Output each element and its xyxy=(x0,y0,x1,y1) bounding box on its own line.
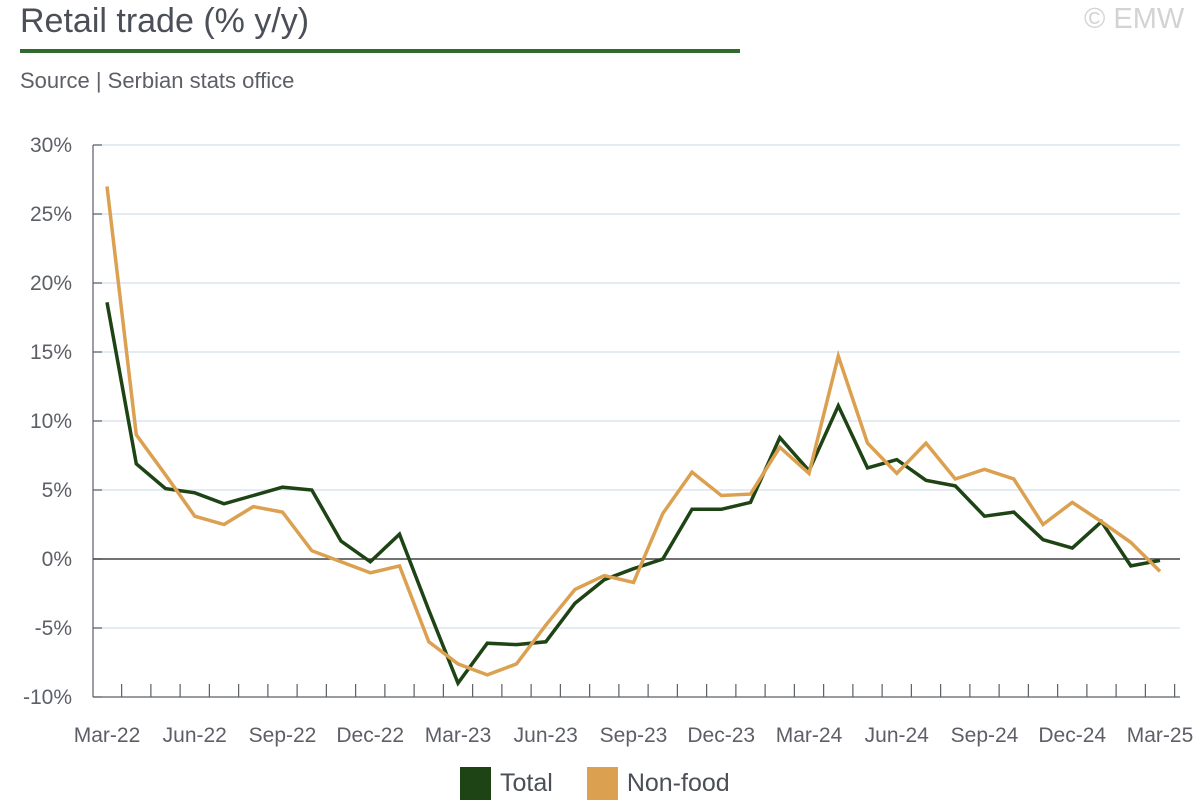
y-tick-label: 5% xyxy=(42,479,72,502)
x-tick-label: Mar-23 xyxy=(425,724,492,747)
x-tick-label: Mar-25 xyxy=(1127,724,1194,747)
legend-label-total: Total xyxy=(500,768,553,797)
x-tick-label: Dec-22 xyxy=(336,724,404,747)
series-line-non-food xyxy=(105,186,1162,677)
x-tick-label: Mar-24 xyxy=(776,724,843,747)
x-tick-label: Dec-23 xyxy=(687,724,755,747)
title-underline xyxy=(20,49,740,53)
legend-swatch-total xyxy=(460,766,491,800)
axes xyxy=(92,144,1180,698)
legend-item-non-food[interactable]: Non-food xyxy=(586,766,730,800)
y-tick-labels: 30% 25% 20% 15% 10% 5% 0% -5% -10% xyxy=(23,134,72,709)
series-line-total xyxy=(105,301,1161,687)
y-tick-label: -10% xyxy=(23,686,72,709)
x-tick-label: Jun-24 xyxy=(865,724,930,747)
x-tick-label: Sep-23 xyxy=(600,724,668,747)
y-tick-label: 0% xyxy=(42,548,72,571)
x-tick-label: Jun-23 xyxy=(514,724,578,747)
chart-title: Retail trade (% y/y) xyxy=(20,2,310,40)
x-tick-label: Mar-22 xyxy=(74,724,141,747)
y-tick-label: -5% xyxy=(35,617,72,640)
x-tick-label: Jun-22 xyxy=(163,724,227,747)
legend-item-total[interactable]: Total xyxy=(460,766,553,800)
legend-swatch-non-food xyxy=(586,766,618,800)
gridlines xyxy=(93,144,1180,629)
y-tick-label: 20% xyxy=(30,272,72,295)
x-tick-label: Dec-24 xyxy=(1038,724,1106,747)
y-tick-label: 10% xyxy=(30,410,72,433)
legend: Total Non-food xyxy=(460,766,764,800)
y-tick-label: 30% xyxy=(30,134,72,157)
copyright-watermark: © EMW xyxy=(1084,3,1185,35)
y-tick-label: 15% xyxy=(30,341,72,364)
x-tick-label: Sep-24 xyxy=(951,724,1019,747)
source-note: Source | Serbian stats office xyxy=(20,68,295,93)
y-tick-label: 25% xyxy=(30,203,72,226)
series-lines xyxy=(105,186,1162,687)
x-tick-labels: Mar-22 Jun-22 Sep-22 Dec-22 Mar-23 Jun-23 Sep-… xyxy=(74,724,1194,747)
legend-label-non-food: Non-food xyxy=(626,768,730,797)
x-tick-label: Sep-22 xyxy=(249,724,317,747)
